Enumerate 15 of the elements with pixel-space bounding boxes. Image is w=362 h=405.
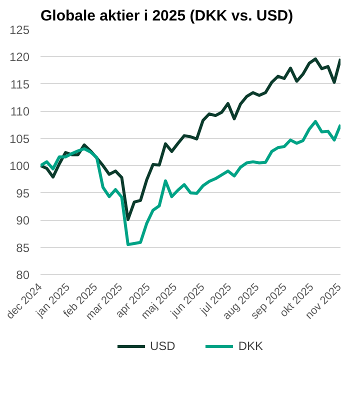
line-series <box>40 120 340 246</box>
legend-label: DKK <box>238 339 264 353</box>
y-tick-label: 105 <box>9 132 30 146</box>
y-tick-label: 80 <box>16 268 30 282</box>
y-tick-label: 115 <box>10 77 30 92</box>
y-tick-label: 85 <box>16 240 30 255</box>
line-series <box>40 57 340 222</box>
chart-title: Globale aktier i 2025 (DKK vs. USD) <box>40 8 294 24</box>
legend-label: USD <box>150 339 176 353</box>
y-tick-label: 90 <box>16 214 30 228</box>
y-tick-label: 125 <box>9 23 30 37</box>
y-tick-label: 120 <box>9 50 30 64</box>
y-tick-label: 95 <box>16 186 30 200</box>
y-tick-label: 100 <box>9 159 30 174</box>
y-tick-label: 110 <box>10 104 30 119</box>
